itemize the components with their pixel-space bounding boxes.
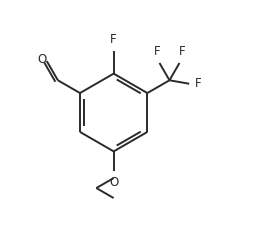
Text: F: F <box>154 45 161 58</box>
Text: F: F <box>110 33 117 46</box>
Text: O: O <box>37 53 46 66</box>
Text: F: F <box>195 77 201 90</box>
Text: O: O <box>109 176 118 189</box>
Text: F: F <box>178 45 185 58</box>
